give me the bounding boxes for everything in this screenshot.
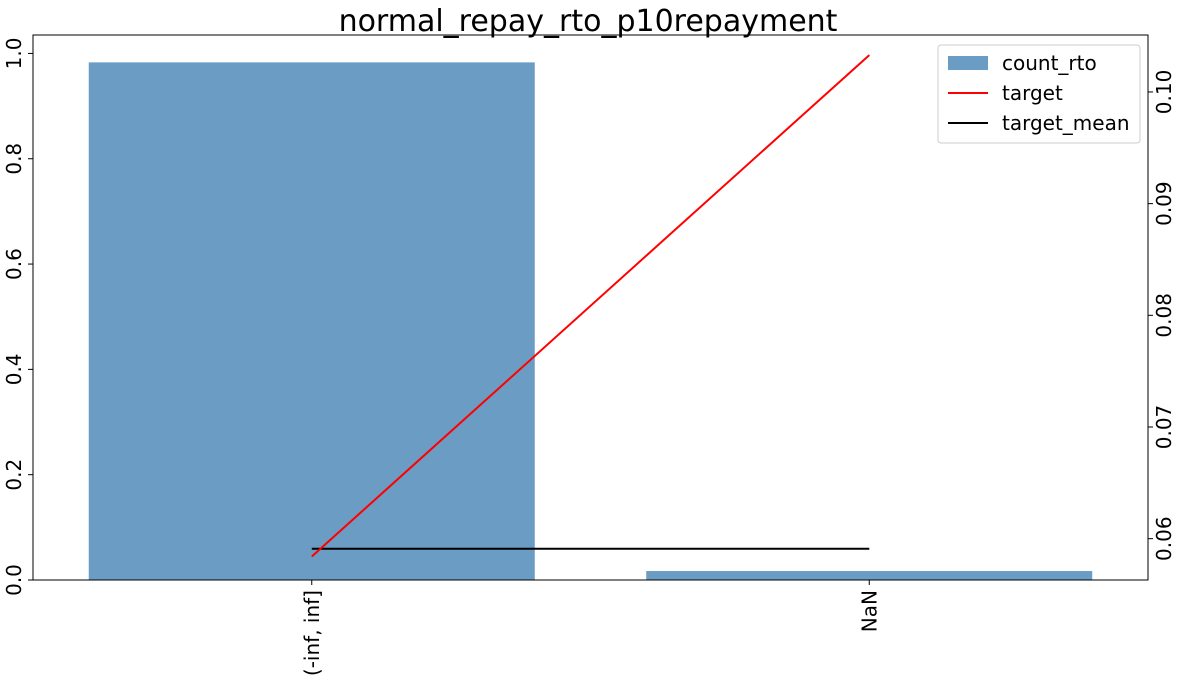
lines-layer bbox=[311, 54, 870, 558]
legend: count_rto target target_mean bbox=[937, 44, 1141, 144]
left-tick-label: 0.0 bbox=[2, 564, 26, 596]
left-tick-label: 1.0 bbox=[2, 38, 26, 70]
x-tick-label: (-inf, inf] bbox=[300, 590, 324, 676]
legend-label-target-mean: target_mean bbox=[1002, 111, 1130, 135]
bars-layer bbox=[88, 62, 1093, 580]
plot-frame bbox=[32, 34, 1149, 581]
target-line bbox=[311, 54, 870, 558]
legend-box bbox=[937, 44, 1141, 144]
left-y-axis: 0.0 0.2 0.4 0.6 0.8 1.0 bbox=[2, 38, 33, 596]
right-tick-label: 0.07 bbox=[1152, 405, 1176, 450]
right-tick-label: 0.09 bbox=[1152, 181, 1176, 226]
legend-label-count-rto: count_rto bbox=[1002, 51, 1097, 75]
left-tick-label: 0.8 bbox=[2, 143, 26, 175]
chart-title: normal_repay_rto_p10repayment bbox=[339, 4, 838, 39]
right-y-axis: 0.06 0.07 0.08 0.09 0.10 bbox=[1148, 70, 1176, 561]
left-tick-label: 0.6 bbox=[2, 248, 26, 280]
x-axis: (-inf, inf] NaN bbox=[300, 580, 881, 676]
legend-swatch-count-rto bbox=[948, 56, 988, 70]
x-tick-label: NaN bbox=[857, 590, 881, 632]
right-tick-label: 0.08 bbox=[1152, 293, 1176, 338]
legend-label-target: target bbox=[1002, 81, 1063, 105]
left-tick-label: 0.2 bbox=[2, 459, 26, 491]
right-tick-label: 0.06 bbox=[1152, 516, 1176, 561]
right-tick-label: 0.10 bbox=[1152, 70, 1176, 115]
bar-0 bbox=[88, 62, 535, 580]
left-tick-label: 0.4 bbox=[2, 353, 26, 385]
bar-1 bbox=[646, 571, 1093, 580]
